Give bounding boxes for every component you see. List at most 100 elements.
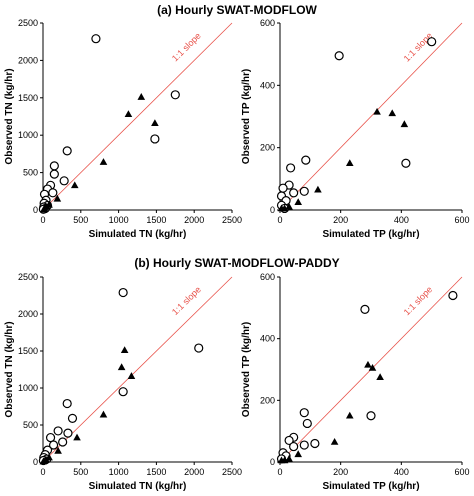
data-point-circle <box>45 432 56 443</box>
data-point-circle <box>284 435 294 446</box>
data-point-triangle <box>127 372 136 379</box>
data-point-circle <box>62 146 72 156</box>
data-point-circle <box>366 411 376 421</box>
data-point-circle <box>49 161 59 171</box>
y-tick-label: 1000 <box>18 383 38 393</box>
x-tick-label: 0 <box>40 215 45 225</box>
slope-annotation: 1:1 slope <box>402 284 435 317</box>
data-point-circle <box>48 440 59 450</box>
y-axis-title: Observed TP (kg/hr) <box>241 322 252 417</box>
data-point-circle <box>302 418 312 429</box>
x-tick-label: 1500 <box>146 215 166 225</box>
data-point-triangle <box>277 204 286 212</box>
x-tick-label: 1000 <box>109 467 129 477</box>
data-point-circle <box>150 134 160 144</box>
y-tick-label: 0 <box>33 205 38 215</box>
data-point-circle <box>299 440 309 450</box>
y-tick-label: 2500 <box>18 272 38 282</box>
x-tick-label: 0 <box>40 467 45 477</box>
data-point-triangle <box>39 457 48 465</box>
x-tick-label: 2500 <box>222 467 242 477</box>
data-point-circle <box>278 183 288 193</box>
x-tick-label: 0 <box>277 467 282 477</box>
x-axis-title: Simulated TN (kg/hr) <box>89 481 187 492</box>
data-point-triangle <box>120 346 129 354</box>
data-point-triangle <box>99 410 108 418</box>
data-point-triangle <box>285 454 293 462</box>
data-point-circle <box>301 155 311 165</box>
data-point-circle <box>118 387 128 397</box>
data-point-circle <box>427 37 437 47</box>
data-point-circle <box>286 163 296 173</box>
x-tick-label: 200 <box>333 467 348 477</box>
data-point-triangle <box>294 450 302 458</box>
identity-line <box>42 22 233 211</box>
chart-b-tn: 0 500 1000 1500 2000 2500 0 500 1000 1500 2000 2500… <box>4 272 242 492</box>
y-axis-title: Observed TN (kg/hr) <box>4 321 15 417</box>
data-point-triangle <box>137 93 146 100</box>
data-point-triangle <box>368 363 377 371</box>
y-tick-label: 2500 <box>18 18 38 28</box>
data-point-circle <box>334 51 344 61</box>
data-point-circle <box>91 34 101 44</box>
data-point-circle <box>118 287 128 298</box>
data-point-triangle <box>99 158 108 165</box>
y-tick-label: 500 <box>23 168 38 178</box>
y-tick-label: 200 <box>260 143 275 153</box>
data-point-circle <box>62 398 72 409</box>
y-tick-label: 200 <box>260 395 275 405</box>
data-point-triangle <box>53 194 62 202</box>
slope-annotation: 1:1 slope <box>170 284 203 317</box>
data-point-circle <box>58 437 68 447</box>
y-tick-label: 500 <box>23 420 38 430</box>
slope-annotation: 1:1 slope <box>402 31 435 64</box>
y-tick-label: 600 <box>260 272 275 282</box>
data-point-circle <box>67 413 78 423</box>
y-tick-label: 600 <box>260 18 275 28</box>
x-tick-label: 500 <box>73 467 88 477</box>
data-point-circle <box>289 188 299 198</box>
x-tick-label: 600 <box>454 467 469 477</box>
data-point-triangle <box>345 411 354 419</box>
x-tick-label: 500 <box>73 215 88 225</box>
x-tick-label: 2500 <box>222 215 242 225</box>
data-point-circle <box>448 290 458 301</box>
x-tick-label: 200 <box>333 215 348 225</box>
y-tick-label: 1000 <box>18 130 38 140</box>
data-point-triangle <box>314 185 322 193</box>
x-axis-title: Simulated TP (kg/hr) <box>322 229 419 240</box>
data-point-triangle <box>39 205 48 213</box>
x-tick-label: 400 <box>394 467 409 477</box>
data-point-circle <box>289 441 299 452</box>
x-axis-title: Simulated TP (kg/hr) <box>322 481 419 492</box>
y-tick-label: 400 <box>260 80 275 90</box>
x-tick-label: 2000 <box>184 215 204 225</box>
y-tick-label: 0 <box>270 205 275 215</box>
y-axis-title: Observed TP (kg/hr) <box>241 69 252 164</box>
data-point-triangle <box>54 446 62 454</box>
y-tick-label: 2000 <box>18 309 38 319</box>
y-tick-label: 400 <box>260 334 275 344</box>
data-point-circle <box>59 176 69 186</box>
data-point-triangle <box>285 202 293 210</box>
data-point-circle <box>360 304 370 314</box>
section-title-a: (a) Hourly SWAT-MODFLOW <box>157 3 317 17</box>
data-point-triangle <box>345 159 354 167</box>
data-point-triangle <box>400 120 409 128</box>
y-tick-label: 0 <box>33 457 38 467</box>
x-tick-label: 1500 <box>146 467 166 477</box>
data-point-circle <box>310 438 320 449</box>
data-point-circle <box>299 408 309 418</box>
x-tick-label: 600 <box>454 215 469 225</box>
data-point-triangle <box>364 360 372 368</box>
data-point-triangle <box>330 437 339 445</box>
y-tick-label: 1500 <box>18 346 38 356</box>
data-point-circle <box>401 158 411 168</box>
data-point-triangle <box>151 119 159 127</box>
section-title-b: (b) Hourly SWAT-MODFLOW-PADDY <box>134 256 339 270</box>
data-point-circle <box>170 90 180 100</box>
data-point-circle <box>49 169 59 179</box>
data-point-circle <box>48 188 58 198</box>
identity-line <box>42 276 233 463</box>
data-point-triangle <box>376 373 384 381</box>
